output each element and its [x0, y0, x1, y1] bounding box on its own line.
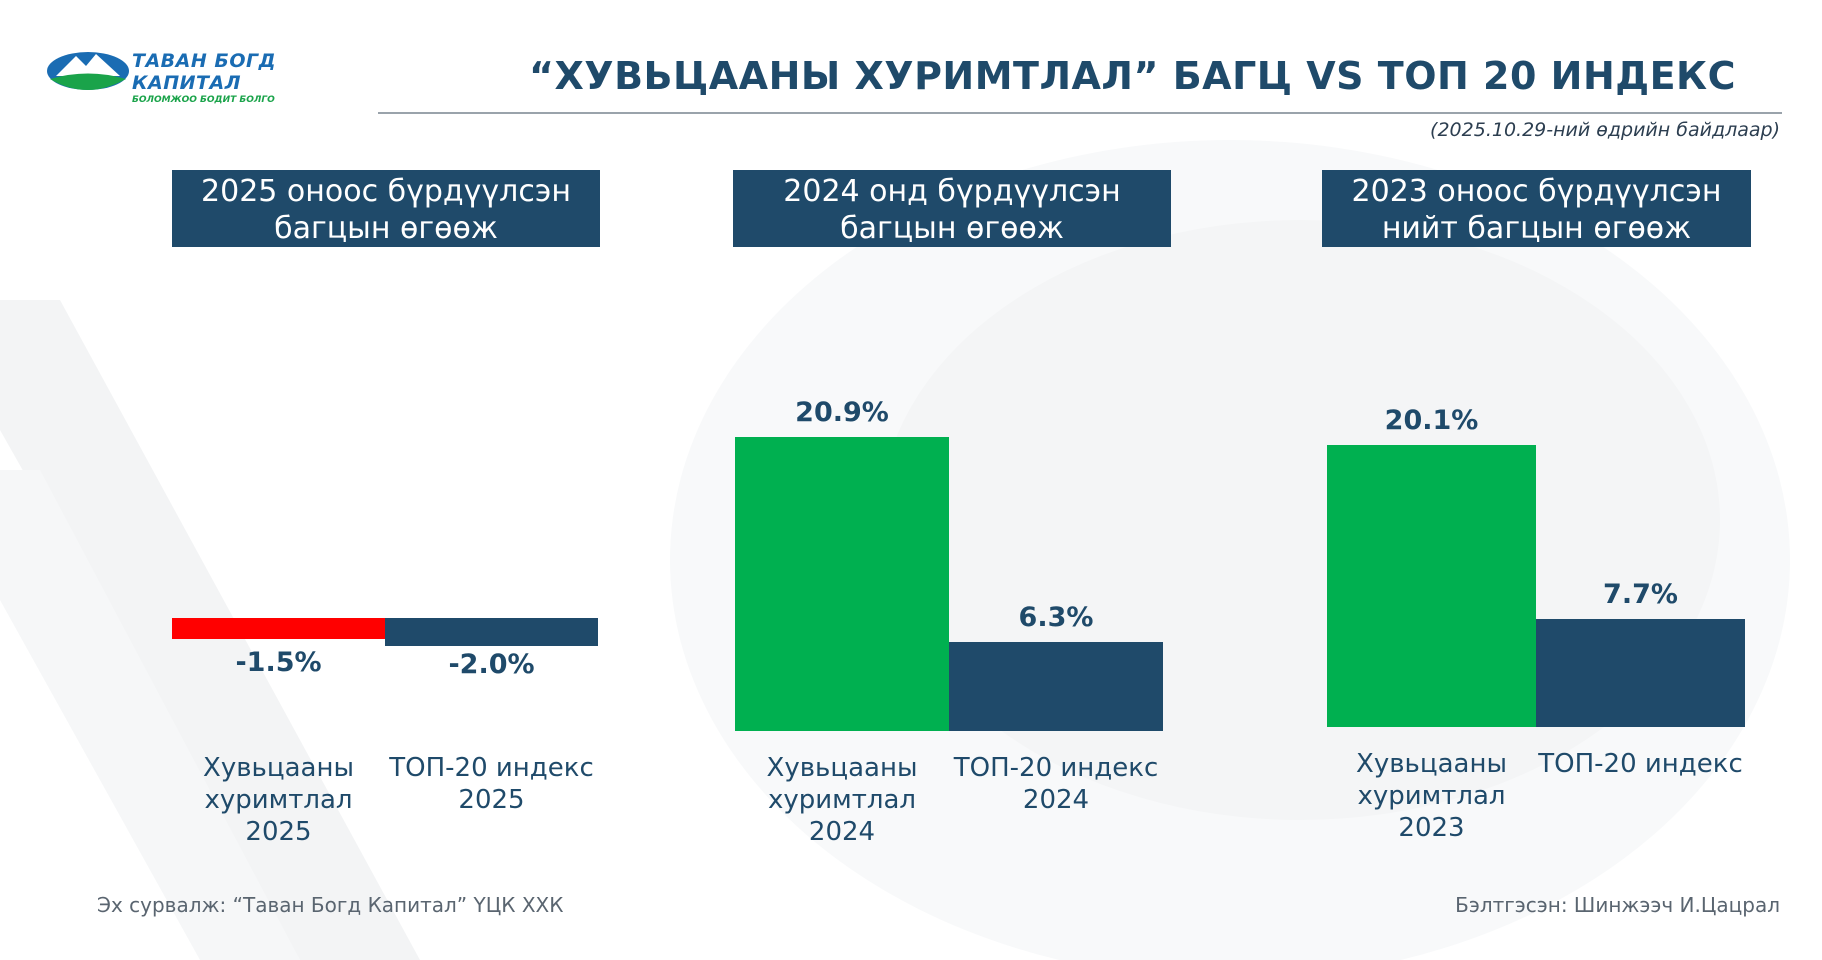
- category-label-1-1: Хувьцааны хуримтлал 2025: [203, 753, 354, 847]
- bar-2-1: [735, 437, 949, 731]
- category-label-2-1: Хувьцааны хуримтлал 2024: [766, 753, 918, 847]
- date-note: (2025.10.29-ний өдрийн байдлаар): [1430, 119, 1780, 141]
- value-label-1-2: -2.0%: [448, 649, 535, 680]
- brand-logo: ТАВАН БОГД КАПИТАЛ БОЛОМЖОО БОДИТ БОЛГО: [46, 46, 346, 105]
- category-label-3-2: ТОП-20 индекс: [1538, 749, 1743, 779]
- panel-header-2024: 2024 онд бүрдүүлсэн багцын өгөөж: [733, 170, 1171, 247]
- title-divider: [378, 112, 1782, 114]
- bar-2-2: [949, 642, 1163, 731]
- mountain-logo-icon: [47, 52, 129, 90]
- category-label-2-2: ТОП-20 индекс 2024: [953, 753, 1159, 815]
- panel-header-2025: 2025 оноос бүрдүүлсэн багцын өгөөж: [172, 170, 600, 247]
- value-label-3-2: 7.7%: [1603, 578, 1678, 610]
- brand-tagline: БОЛОМЖОО БОДИТ БОЛГО: [132, 95, 275, 105]
- bar-3-1: [1327, 444, 1536, 727]
- brand-name: ТАВАН БОГД КАПИТАЛ: [132, 50, 277, 94]
- prepared-by-note: Бэлтгэсэн: Шинжээч И.Цацрал: [1455, 893, 1780, 917]
- bar-1-1: [172, 618, 385, 640]
- category-label-1-2: ТОП-20 индекс 2025: [389, 753, 594, 815]
- category-label-3-1: Хувьцааны хуримтлал 2023: [1356, 749, 1507, 843]
- source-note: Эх сурвалж: “Таван Богд Капитал” ҮЦК ХХК: [97, 893, 564, 917]
- bar-1-2: [385, 618, 598, 647]
- value-label-2-2: 6.3%: [1018, 602, 1094, 634]
- value-label-1-1: -1.5%: [235, 647, 322, 678]
- panel-header-2023: 2023 оноос бүрдүүлсэн нийт багцын өгөөж: [1322, 170, 1751, 247]
- value-label-3-1: 20.1%: [1384, 404, 1479, 436]
- page-title: “ХУВЬЦААНЫ ХУРИМТЛАЛ” БАГЦ VS ТОП 20 ИНД…: [529, 54, 1736, 98]
- bar-3-2: [1536, 618, 1745, 727]
- value-label-2-1: 20.9%: [795, 397, 889, 429]
